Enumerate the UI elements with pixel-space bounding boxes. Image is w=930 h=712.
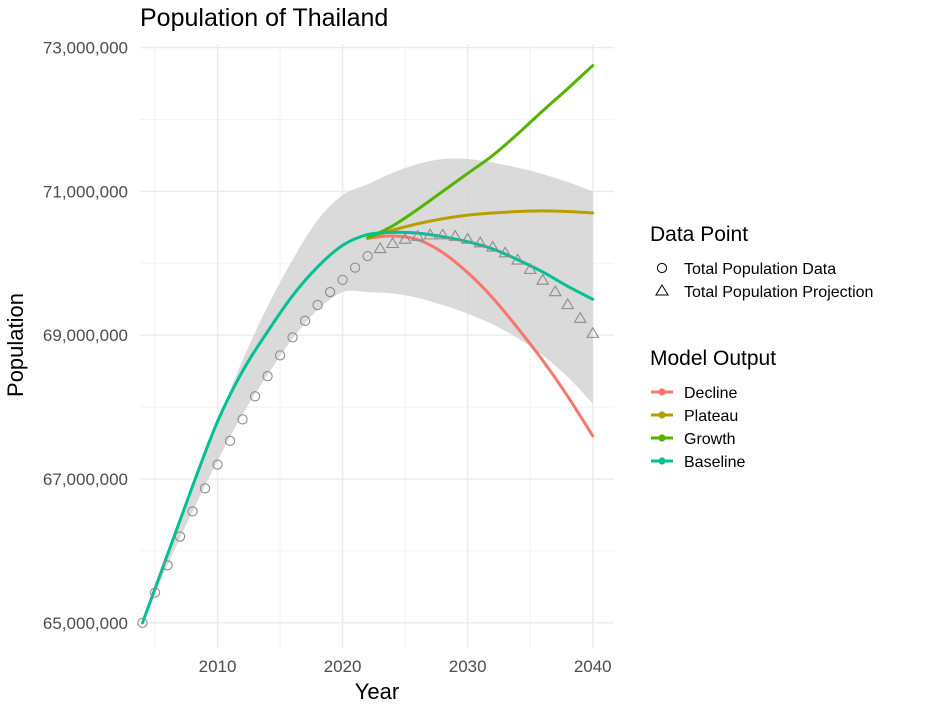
legend-label: Decline	[684, 385, 737, 402]
data-point-triangle	[523, 262, 537, 274]
legend-key-dot	[658, 388, 666, 396]
legend-label: Total Population Data	[684, 261, 836, 278]
data-point-triangle	[423, 228, 437, 240]
series-line-decline	[366, 234, 595, 438]
data-point-triangle	[373, 241, 387, 254]
data-point-circle	[349, 262, 361, 273]
data-point-circle	[324, 286, 336, 298]
data-point-triangle	[398, 232, 412, 244]
x-tick-label: 2010	[199, 657, 237, 676]
x-tick-label: 2030	[449, 657, 487, 676]
data-point-circle	[212, 459, 223, 470]
confidence-band-area	[142, 158, 593, 623]
legend-label: Baseline	[684, 454, 745, 471]
legend-key-triangle	[655, 284, 669, 296]
data-point-triangle	[548, 284, 562, 297]
data-point-circle	[337, 274, 348, 285]
legend-label: Plateau	[684, 408, 738, 425]
chart-title: Population of Thailand	[140, 4, 388, 32]
series-line-plateau	[366, 209, 595, 240]
x-tick-labels: 2010 2020 2030 2040	[199, 657, 612, 676]
y-tick-label: 65,000,000	[43, 614, 128, 633]
data-point-triangle	[561, 297, 575, 310]
y-tick-label: 71,000,000	[43, 182, 128, 201]
x-tick-label: 2040	[574, 657, 612, 676]
data-point-triangle	[536, 273, 550, 285]
legends: Data Point Total Population Data Total Pop…	[650, 223, 873, 471]
data-point-circle	[262, 371, 273, 382]
x-axis-title: Year	[355, 679, 399, 704]
data-point-triangle	[435, 228, 450, 240]
data-point-triangle	[498, 246, 512, 258]
data-point-circle	[199, 483, 211, 494]
legend-title-data-point: Data Point	[650, 223, 748, 246]
data-point-circle	[137, 617, 148, 628]
data-points	[137, 228, 600, 628]
data-point-circle	[149, 587, 161, 598]
y-axis-title: Population	[3, 293, 28, 397]
data-point-circle	[174, 531, 186, 542]
confidence-band	[142, 158, 593, 623]
data-point-circle	[187, 506, 198, 517]
x-tick-label: 2020	[324, 657, 362, 676]
series-lines	[141, 64, 595, 625]
legend-key-dot	[658, 411, 666, 419]
data-point-triangle	[410, 229, 425, 241]
data-point-circle	[274, 350, 286, 361]
data-point-circle	[249, 391, 261, 402]
legend-key-dot	[658, 457, 666, 465]
data-point-circle	[224, 435, 236, 447]
legend-label: Total Population Projection	[684, 284, 873, 301]
series-line-growth	[366, 64, 595, 240]
data-point-triangle	[573, 311, 587, 323]
y-tick-label: 67,000,000	[43, 470, 128, 489]
data-point-triangle	[511, 253, 525, 265]
data-point-triangle	[461, 232, 475, 244]
data-point-circle	[287, 332, 298, 343]
data-point-triangle	[448, 229, 462, 241]
series-line-baseline	[141, 230, 595, 625]
y-tick-label: 73,000,000	[43, 39, 128, 58]
data-point-circle	[312, 299, 323, 311]
y-tick-label: 69,000,000	[43, 326, 128, 345]
grid	[140, 44, 614, 648]
data-point-triangle	[486, 240, 500, 252]
y-tick-labels: 65,000,000 67,000,000 69,000,000 71,000,000…	[43, 39, 128, 633]
data-point-circle	[237, 414, 248, 425]
data-point-triangle	[385, 236, 400, 249]
data-point-triangle	[586, 326, 600, 338]
legend-key-dot	[658, 434, 666, 442]
data-point-circle	[162, 560, 173, 571]
data-point-circle	[299, 315, 311, 326]
legend-key-circle	[656, 262, 668, 274]
data-point-circle	[362, 250, 373, 262]
data-point-triangle	[473, 236, 487, 248]
legend-label: Growth	[684, 431, 736, 448]
legend-title-model-output: Model Output	[650, 347, 776, 370]
